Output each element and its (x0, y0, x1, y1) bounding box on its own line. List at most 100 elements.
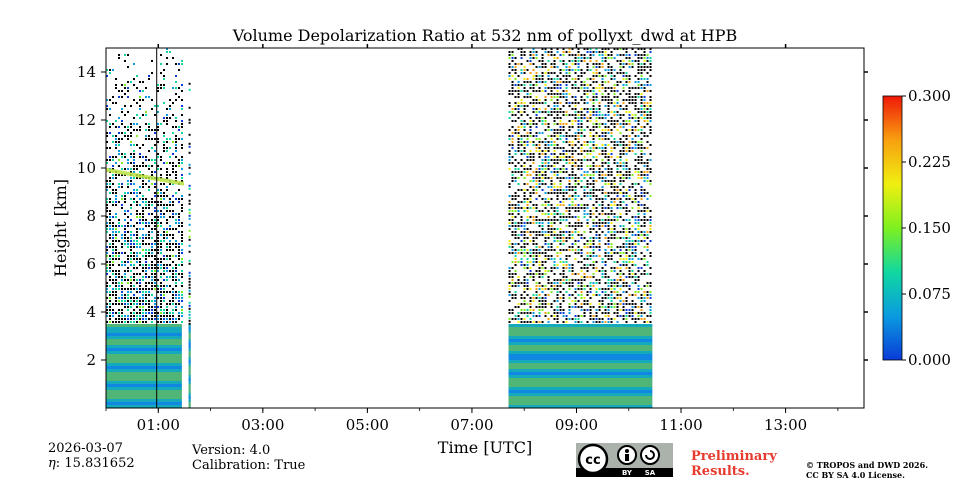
heatmap-noise (181, 60, 183, 62)
heatmap-noise (607, 294, 610, 296)
heatmap-cloud (151, 176, 154, 181)
heatmap-noise (553, 57, 556, 59)
heatmap-noise (601, 99, 604, 101)
heatmap-noise (613, 216, 616, 218)
heatmap-noise (634, 171, 637, 173)
heatmap-noise (529, 306, 532, 308)
heatmap-noise (598, 135, 601, 137)
heatmap-noise (181, 156, 183, 158)
heatmap-noise (517, 315, 520, 317)
heatmap-noise (580, 279, 583, 281)
heatmap-noise (619, 225, 622, 227)
heatmap-noise (568, 303, 571, 305)
heatmap-noise (133, 183, 135, 185)
heatmap-noise (562, 93, 565, 95)
heatmap-noise (604, 294, 607, 296)
heatmap-noise (556, 255, 559, 257)
heatmap-noise (634, 252, 637, 254)
heatmap-noise (604, 297, 607, 299)
heatmap-noise (646, 234, 649, 236)
heatmap-noise (631, 300, 634, 302)
heatmap-noise (541, 78, 544, 80)
heatmap-noise (625, 297, 628, 299)
heatmap-noise (637, 216, 640, 218)
heatmap-noise (568, 225, 571, 227)
heatmap-noise (568, 246, 571, 248)
heatmap-noise (112, 216, 114, 218)
heatmap-noise (517, 126, 520, 128)
heatmap-noise (646, 237, 649, 239)
heatmap-noise (517, 141, 520, 143)
heatmap-noise (586, 294, 589, 296)
heatmap-noise (562, 75, 565, 77)
heatmap-noise (508, 204, 511, 206)
heatmap-band (106, 363, 182, 366)
heatmap-noise (160, 168, 162, 170)
heatmap-noise (544, 63, 547, 65)
heatmap-noise (640, 111, 643, 113)
heatmap-noise (580, 168, 583, 170)
heatmap-cloud (133, 172, 136, 177)
heatmap-noise (112, 270, 114, 272)
heatmap-noise (115, 216, 117, 218)
heatmap-noise (550, 72, 553, 74)
heatmap-noise (136, 312, 138, 314)
heatmap-noise (598, 294, 601, 296)
heatmap-noise (586, 87, 589, 89)
heatmap-noise (565, 51, 568, 53)
heatmap-band (106, 354, 182, 357)
heatmap-noise (157, 129, 159, 131)
heatmap-noise (577, 285, 580, 287)
heatmap-noise (589, 153, 592, 155)
heatmap-noise (163, 309, 165, 311)
heatmap-noise (610, 99, 613, 101)
heatmap-noise (610, 249, 613, 251)
heatmap-noise (568, 264, 571, 266)
heatmap-noise (595, 51, 598, 53)
heatmap-noise (106, 183, 108, 185)
heatmap-noise (556, 144, 559, 146)
heatmap-noise (649, 129, 652, 131)
heatmap-noise (109, 258, 111, 260)
heatmap-noise (166, 174, 168, 176)
colorbar-tick-label: 0.300 (908, 87, 951, 105)
heatmap-noise (562, 201, 565, 203)
heatmap-noise (136, 243, 138, 245)
heatmap-noise (574, 150, 577, 152)
heatmap-noise (649, 48, 652, 50)
heatmap-noise (175, 93, 177, 95)
heatmap-noise (169, 225, 171, 227)
heatmap-noise (535, 144, 538, 146)
heatmap-noise (133, 294, 135, 296)
heatmap-noise (154, 312, 156, 314)
heatmap-noise (556, 198, 559, 200)
heatmap-noise (613, 285, 616, 287)
heatmap-noise (157, 258, 159, 260)
heatmap-noise (577, 204, 580, 206)
heatmap-noise (541, 213, 544, 215)
heatmap-noise (580, 57, 583, 59)
heatmap-noise (562, 309, 565, 311)
heatmap-noise (580, 291, 583, 293)
heatmap-noise (115, 231, 117, 233)
heatmap-noise (526, 243, 529, 245)
heatmap-noise (142, 294, 144, 296)
heatmap-noise (157, 237, 159, 239)
heatmap-noise (607, 87, 610, 89)
heatmap-noise (622, 306, 625, 308)
heatmap-band (188, 366, 191, 369)
heatmap-noise (544, 102, 547, 104)
heatmap-noise (577, 300, 580, 302)
heatmap-noise (130, 132, 132, 134)
heatmap-noise (151, 138, 153, 140)
heatmap-noise (130, 291, 132, 293)
heatmap-noise (188, 199, 191, 202)
heatmap-noise (559, 219, 562, 221)
heatmap-noise (547, 225, 550, 227)
heatmap-noise (145, 159, 147, 161)
heatmap-noise (616, 279, 619, 281)
heatmap-noise (640, 141, 643, 143)
heatmap-band (508, 327, 653, 330)
heatmap-noise (619, 300, 622, 302)
heatmap-noise (130, 141, 132, 143)
